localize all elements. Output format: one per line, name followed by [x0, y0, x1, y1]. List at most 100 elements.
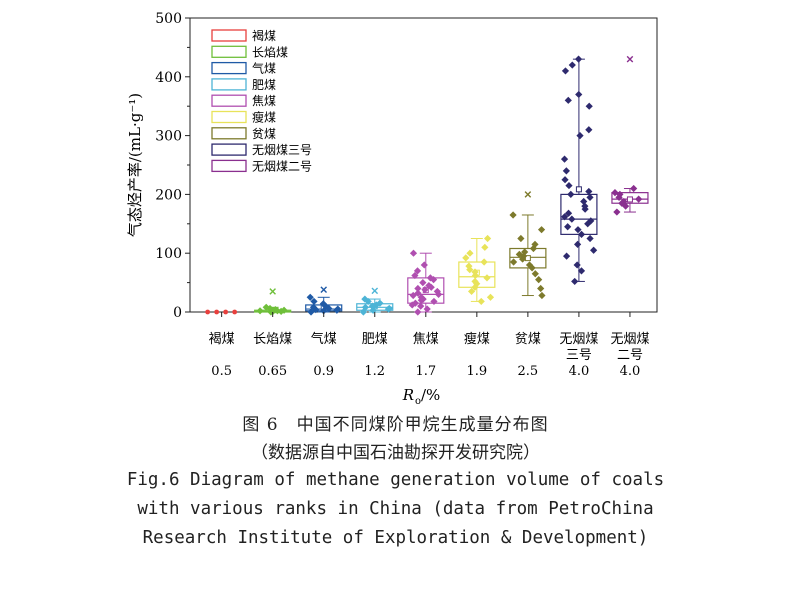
- x-tick-ro-value: 4.0: [569, 364, 590, 379]
- legend-swatch: [211, 159, 247, 173]
- data-point: [585, 187, 593, 196]
- box-无烟煤三号: [560, 55, 598, 286]
- outlier-mark: [524, 191, 532, 198]
- y-tick-label: 100: [155, 246, 182, 262]
- data-point: [223, 309, 229, 315]
- box-肥煤: [356, 287, 394, 316]
- data-point: [535, 276, 543, 284]
- data-point: [325, 304, 333, 313]
- data-point: [586, 193, 594, 201]
- data-point: [580, 197, 588, 206]
- data-point: [471, 283, 479, 291]
- data-point: [205, 309, 211, 315]
- data-point: [465, 262, 473, 270]
- data-point: [273, 307, 282, 315]
- data-point: [576, 132, 584, 140]
- data-point: [577, 230, 586, 238]
- data-point: [525, 261, 534, 269]
- x-axis-title-subscript: o: [415, 396, 421, 407]
- data-point: [409, 291, 417, 300]
- box-长焰煤: [254, 288, 292, 316]
- legend-swatch: [211, 94, 247, 107]
- legend-label: 无烟煤二号: [252, 159, 312, 173]
- data-point: [467, 287, 476, 296]
- data-point: [538, 291, 546, 300]
- outlier-mark: [320, 286, 328, 293]
- data-point: [560, 155, 569, 163]
- data-point: [414, 308, 422, 316]
- legend-label: 瘦煤: [252, 110, 276, 125]
- data-point: [635, 195, 643, 203]
- data-point: [417, 302, 425, 310]
- data-point: [477, 297, 485, 306]
- data-point: [581, 202, 589, 210]
- x-tick-ro-value: 1.7: [415, 364, 436, 379]
- caption-en-line3: Research Institute of Exploration & Deve…: [142, 528, 649, 548]
- legend-label: 气煤: [252, 61, 276, 76]
- data-point: [561, 213, 569, 221]
- data-point: [361, 295, 369, 303]
- outlier-mark: [269, 288, 276, 295]
- box-焦煤: [407, 249, 445, 316]
- x-tick-label-line2: 三号: [566, 348, 592, 363]
- outlier-mark: [371, 287, 379, 295]
- x-tick-label: 无烟煤: [610, 332, 649, 347]
- box-贫煤: [509, 191, 547, 300]
- x-tick-label: 无烟煤: [559, 332, 598, 347]
- x-axis-title-symbol: R: [402, 386, 414, 404]
- data-point: [562, 167, 570, 175]
- y-tick-label: 300: [155, 129, 182, 145]
- data-point: [531, 270, 539, 278]
- box-series: [205, 55, 649, 316]
- legend-label: 肥煤: [252, 78, 276, 92]
- data-point: [564, 96, 572, 104]
- y-axis-title: 气态烃产率/(mL·g⁻¹): [126, 93, 144, 237]
- data-point: [372, 301, 380, 309]
- y-tick-label: 400: [155, 70, 182, 86]
- data-point: [434, 290, 443, 298]
- data-point: [480, 258, 488, 266]
- data-point: [567, 190, 575, 198]
- caption-cn-title: 图 6 中国不同煤阶甲烷生成量分布图: [242, 415, 549, 435]
- data-point: [585, 102, 593, 110]
- data-point: [611, 189, 619, 197]
- x-tick-label: 长焰煤: [253, 332, 292, 347]
- data-point: [515, 250, 523, 258]
- box-无烟煤二号: [611, 55, 649, 216]
- x-tick-label: 气煤: [311, 331, 337, 347]
- x-tick-ro-value: 2.5: [518, 364, 539, 379]
- data-point: [466, 249, 474, 257]
- caption-en-line2: with various ranks in China (data from P…: [137, 499, 654, 519]
- data-point: [509, 211, 517, 219]
- data-point: [426, 274, 434, 282]
- data-point: [312, 306, 320, 314]
- data-point: [376, 299, 384, 307]
- data-point: [528, 264, 536, 272]
- data-point: [361, 303, 370, 311]
- data-point: [531, 240, 539, 248]
- data-point: [433, 287, 441, 296]
- box-iqr: [611, 192, 649, 204]
- data-point: [462, 254, 470, 262]
- data-point: [486, 293, 495, 301]
- data-point: [517, 234, 525, 243]
- data-point: [537, 226, 546, 234]
- data-point: [519, 252, 528, 260]
- data-point: [509, 258, 518, 266]
- x-tick-ro-value: 0.5: [211, 364, 232, 379]
- legend-label: 贫煤: [252, 126, 276, 141]
- data-point: [419, 295, 427, 303]
- data-point: [310, 297, 318, 306]
- data-point: [309, 303, 318, 311]
- data-point: [319, 300, 327, 308]
- data-point: [521, 248, 529, 256]
- data-point: [414, 289, 422, 297]
- data-point: [427, 283, 435, 291]
- data-point: [420, 261, 428, 269]
- data-point: [622, 202, 630, 210]
- data-point: [573, 261, 581, 269]
- legend-label: 褐煤: [252, 28, 276, 43]
- data-point: [277, 307, 285, 316]
